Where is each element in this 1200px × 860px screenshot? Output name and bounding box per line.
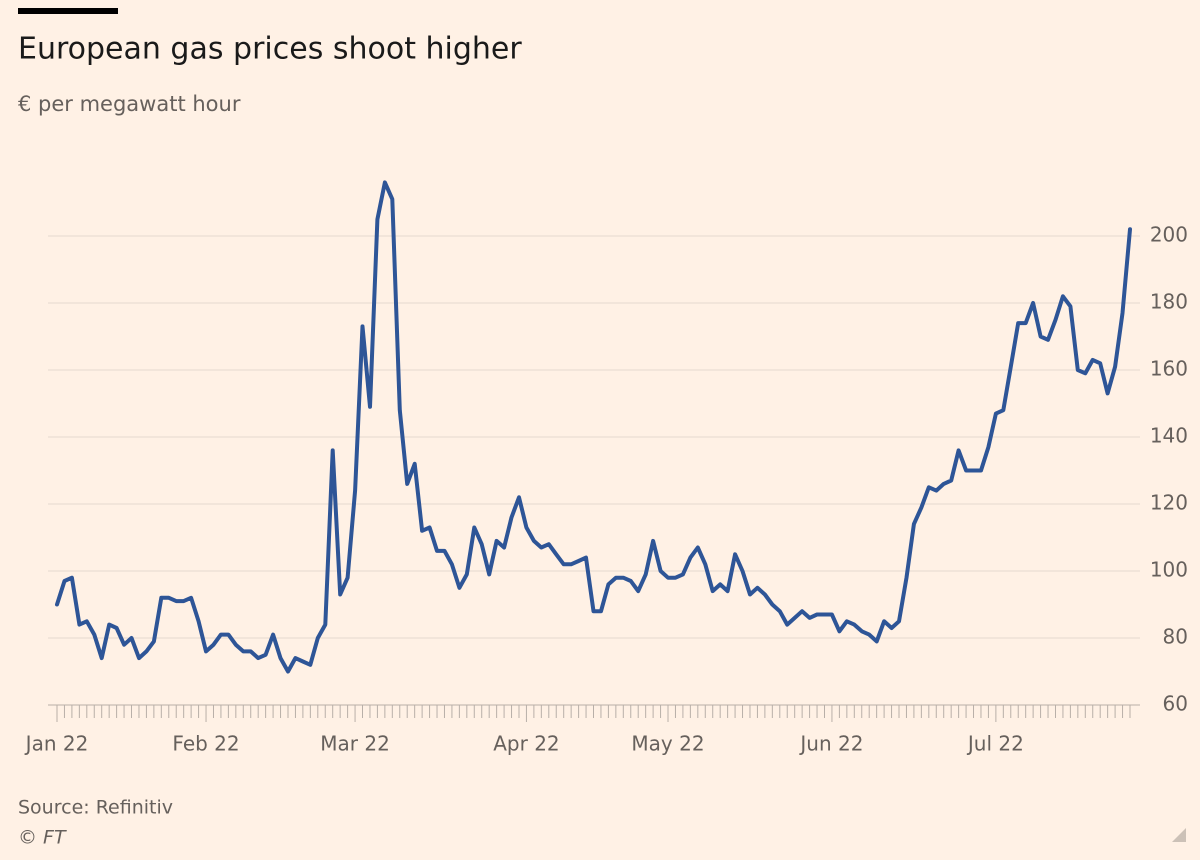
y-tick-label: 140 [1150, 424, 1188, 448]
x-tick-label: Apr 22 [493, 732, 559, 756]
y-tick-label: 180 [1150, 290, 1188, 314]
y-tick-label: 200 [1150, 223, 1188, 247]
x-tick-label: Jun 22 [798, 732, 863, 756]
line-series [55, 180, 1132, 674]
x-tick-label: Feb 22 [172, 732, 239, 756]
y-tick-label: 160 [1150, 357, 1188, 381]
x-tick-label: Jul 22 [966, 732, 1024, 756]
credit: © FT [18, 827, 67, 849]
chart-title: European gas prices shoot higher [18, 32, 522, 67]
y-tick-label: 80 [1163, 625, 1188, 649]
brand-bar [18, 8, 118, 14]
x-tick-label: May 22 [631, 732, 704, 756]
x-tick-label: Mar 22 [320, 732, 390, 756]
y-tick-label: 100 [1150, 558, 1188, 582]
y-tick-label: 120 [1150, 491, 1188, 515]
chart-subtitle: € per megawatt hour [18, 92, 241, 116]
corner-mark [1172, 828, 1186, 842]
x-tick-label: Jan 22 [24, 732, 89, 756]
y-tick-label: 60 [1163, 692, 1188, 716]
source: Source: Refinitiv [18, 797, 173, 819]
